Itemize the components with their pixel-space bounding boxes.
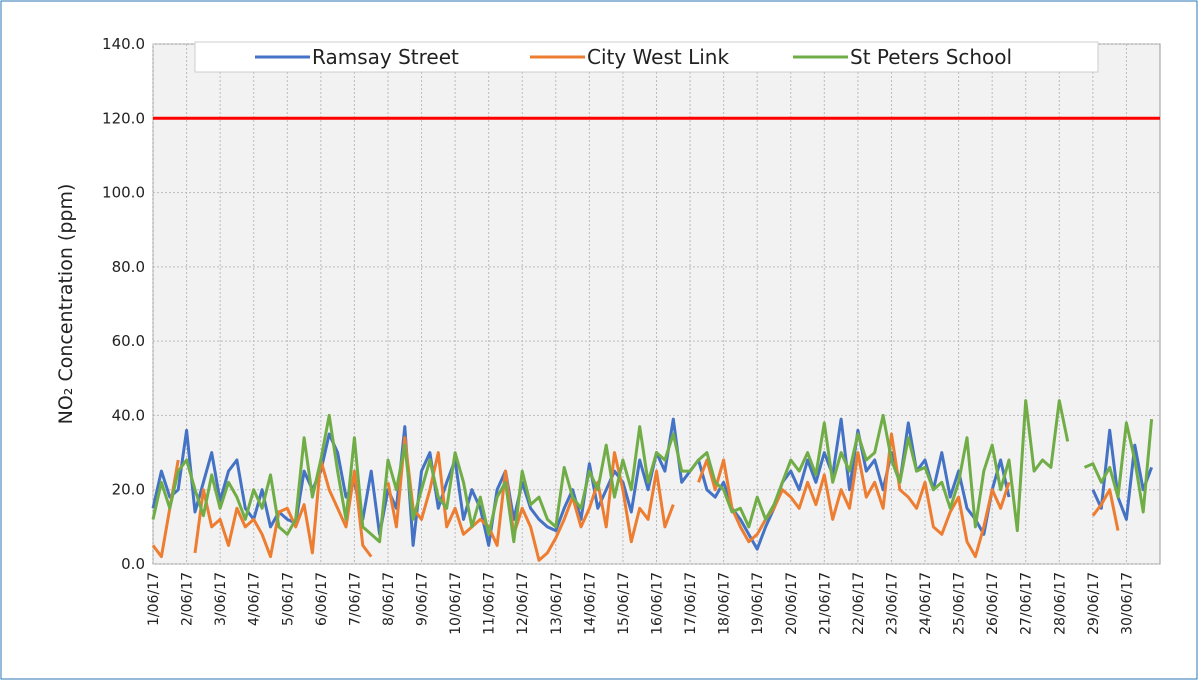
x-tick-label: 24/06/17 — [918, 572, 934, 635]
y-tick-label: 0.0 — [121, 555, 145, 573]
x-tick-label: 10/06/17 — [448, 572, 464, 635]
x-tick-label: 8/06/17 — [381, 572, 397, 626]
x-tick-label: 27/06/17 — [1019, 572, 1035, 635]
x-tick-label: 25/06/17 — [952, 572, 968, 635]
x-tick-label: 21/06/17 — [817, 572, 833, 635]
x-tick-label: 6/06/17 — [314, 572, 330, 626]
x-tick-label: 4/06/17 — [247, 572, 263, 626]
y-tick-label: 20.0 — [112, 481, 145, 499]
y-tick-label: 80.0 — [112, 258, 145, 276]
x-tick-label: 5/06/17 — [280, 572, 296, 626]
y-tick-label: 60.0 — [112, 332, 145, 350]
x-tick-label: 22/06/17 — [851, 572, 867, 635]
x-tick-label: 30/06/17 — [1119, 572, 1135, 635]
x-tick-label: 14/06/17 — [582, 572, 598, 635]
x-tick-label: 17/06/17 — [683, 572, 699, 635]
x-tick-label: 1/06/17 — [146, 572, 162, 626]
legend-box — [194, 41, 1099, 73]
x-tick-label: 12/06/17 — [515, 572, 531, 635]
y-axis-label: NO₂ Concentration (ppm) — [55, 184, 77, 425]
x-tick-label: 11/06/17 — [482, 572, 498, 635]
x-tick-label: 13/06/17 — [549, 572, 565, 635]
x-tick-label: 16/06/17 — [650, 572, 666, 635]
y-tick-label: 140.0 — [102, 35, 145, 53]
y-tick-label: 100.0 — [102, 184, 145, 202]
x-tick-label: 23/06/17 — [884, 572, 900, 635]
y-tick-label: 40.0 — [112, 406, 145, 424]
y-tick-label: 120.0 — [102, 109, 145, 127]
x-tick-label: 20/06/17 — [784, 572, 800, 635]
x-tick-label: 26/06/17 — [985, 572, 1001, 635]
x-tick-label: 3/06/17 — [213, 572, 229, 626]
x-tick-label: 18/06/17 — [717, 572, 733, 635]
x-tick-label: 28/06/17 — [1052, 572, 1068, 635]
x-tick-label: 7/06/17 — [347, 572, 363, 626]
legend-label: Ramsay Street — [312, 45, 459, 69]
x-tick-label: 9/06/17 — [415, 572, 431, 626]
x-tick-label: 15/06/17 — [616, 572, 632, 635]
x-tick-label: 29/06/17 — [1086, 572, 1102, 635]
x-tick-label: 19/06/17 — [750, 572, 766, 635]
series-line — [151, 432, 1120, 562]
x-tick-label: 2/06/17 — [180, 572, 196, 626]
series-line — [151, 399, 1154, 544]
legend-label: City West Link — [587, 45, 729, 69]
legend-label: St Peters School — [850, 45, 1012, 69]
